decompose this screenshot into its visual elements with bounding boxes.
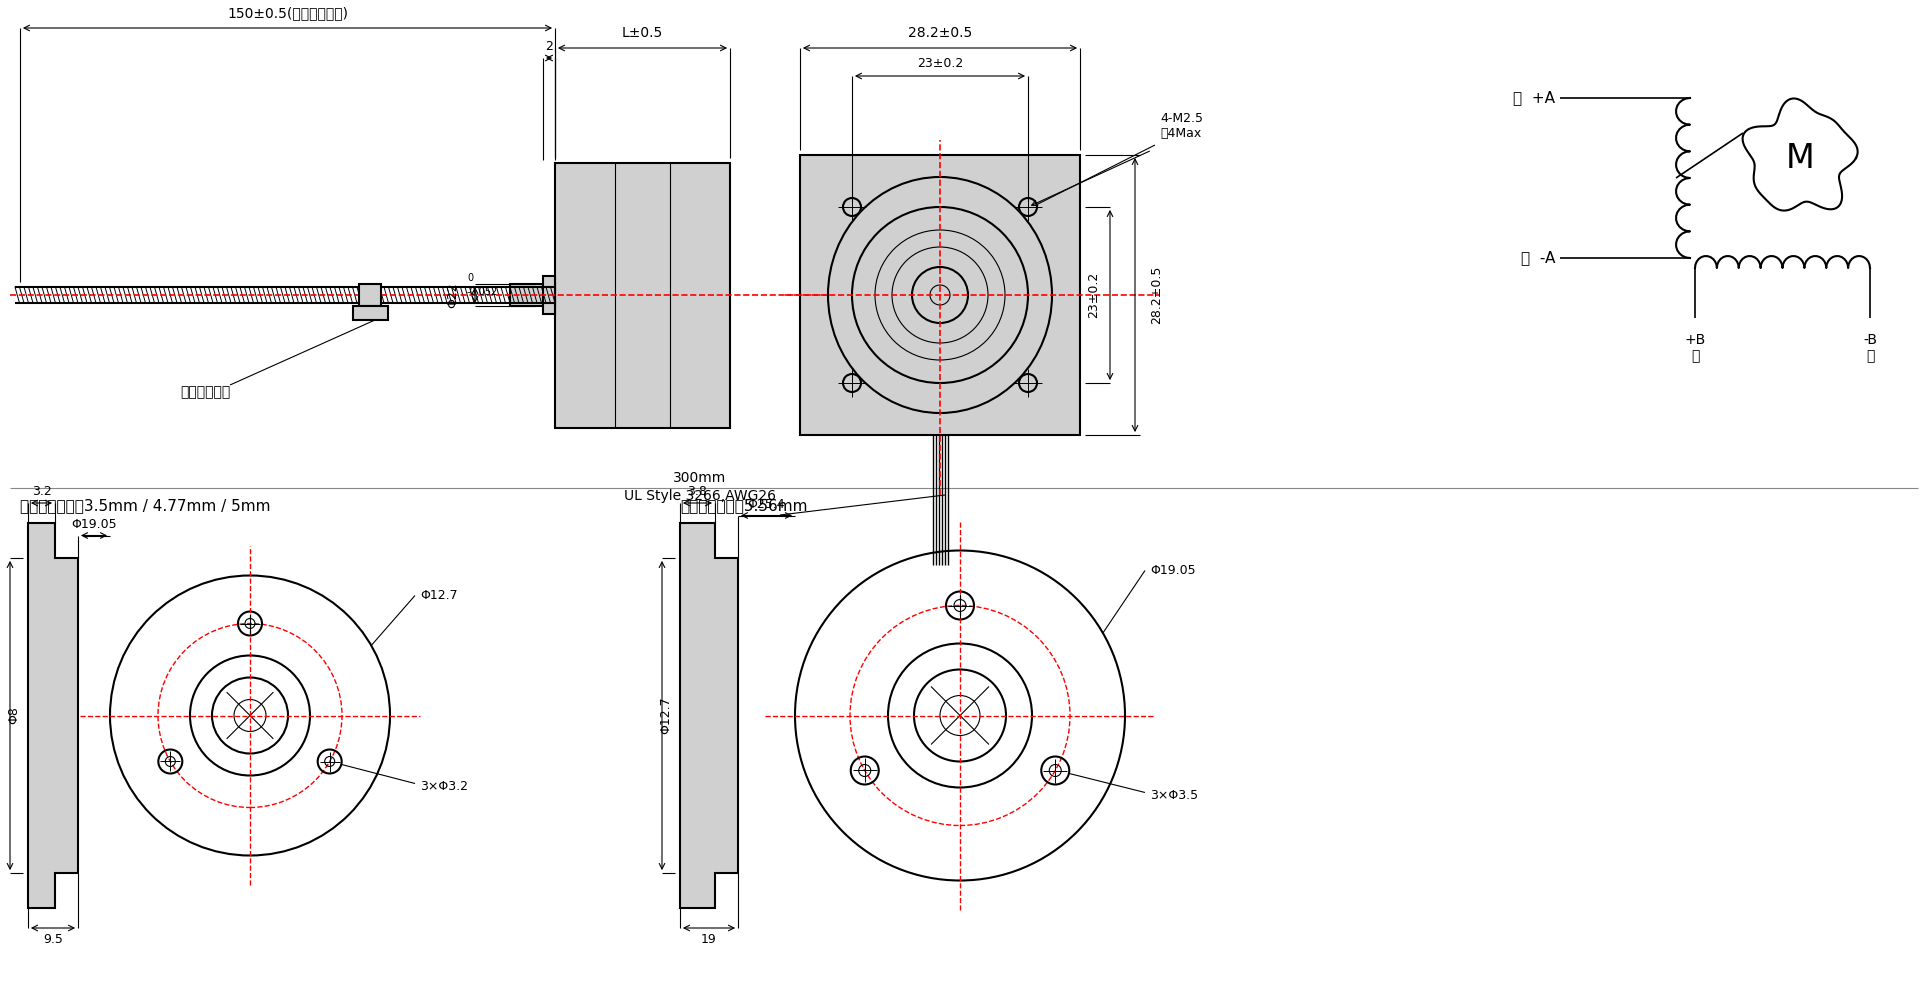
Text: 3×Φ3.2: 3×Φ3.2 <box>420 780 469 793</box>
Text: 19: 19 <box>702 933 717 946</box>
Bar <box>800 155 1080 435</box>
Text: Φ8: Φ8 <box>8 706 19 724</box>
Text: Φ25.4: Φ25.4 <box>748 498 785 511</box>
Text: Φ12.7: Φ12.7 <box>659 697 673 734</box>
Text: 2: 2 <box>546 40 553 53</box>
Bar <box>353 306 388 320</box>
Bar <box>511 284 555 306</box>
Text: Φ12.7: Φ12.7 <box>420 589 457 602</box>
Text: 梯型絲杆直徑：3.5mm / 4.77mm / 5mm: 梯型絲杆直徑：3.5mm / 4.77mm / 5mm <box>19 498 270 513</box>
Text: 28.2±0.5: 28.2±0.5 <box>1149 266 1163 324</box>
Bar <box>359 284 382 306</box>
Text: M: M <box>1785 141 1814 175</box>
Text: 9.5: 9.5 <box>42 933 64 946</box>
Text: Φ19.05: Φ19.05 <box>1149 564 1195 577</box>
Text: 外部线性螺母: 外部线性螺母 <box>179 385 229 399</box>
Text: 3.2: 3.2 <box>31 485 52 498</box>
Text: 28.2±0.5: 28.2±0.5 <box>908 26 972 40</box>
Text: 23±0.2: 23±0.2 <box>1087 272 1101 318</box>
Text: 0: 0 <box>467 273 472 283</box>
Text: Φ19.05: Φ19.05 <box>71 518 118 531</box>
Text: 150±0.5(可自定義長度): 150±0.5(可自定義長度) <box>228 6 347 20</box>
Text: 300mm: 300mm <box>673 471 727 485</box>
Text: 4-M2.5
深4Max: 4-M2.5 深4Max <box>1161 112 1203 140</box>
Text: -B
黑: -B 黑 <box>1862 333 1878 364</box>
Text: +B
綠: +B 綠 <box>1685 333 1706 364</box>
Text: Φ22: Φ22 <box>447 283 459 308</box>
Bar <box>555 162 731 428</box>
Text: 紅  +A: 紅 +A <box>1513 91 1556 106</box>
Text: UL Style 3266,AWG26: UL Style 3266,AWG26 <box>625 489 775 503</box>
Text: L±0.5: L±0.5 <box>623 26 663 40</box>
Text: 藍  -A: 藍 -A <box>1521 251 1556 266</box>
Text: 23±0.2: 23±0.2 <box>918 57 964 70</box>
Text: 梯型絲杆直徑：5.56mm: 梯型絲杆直徑：5.56mm <box>681 498 808 513</box>
Polygon shape <box>29 523 77 908</box>
Text: -0.052: -0.052 <box>467 287 497 297</box>
Text: 3×Φ3.5: 3×Φ3.5 <box>1149 789 1197 802</box>
Text: 3.8: 3.8 <box>688 485 708 498</box>
Polygon shape <box>681 523 738 908</box>
Bar <box>544 276 555 314</box>
